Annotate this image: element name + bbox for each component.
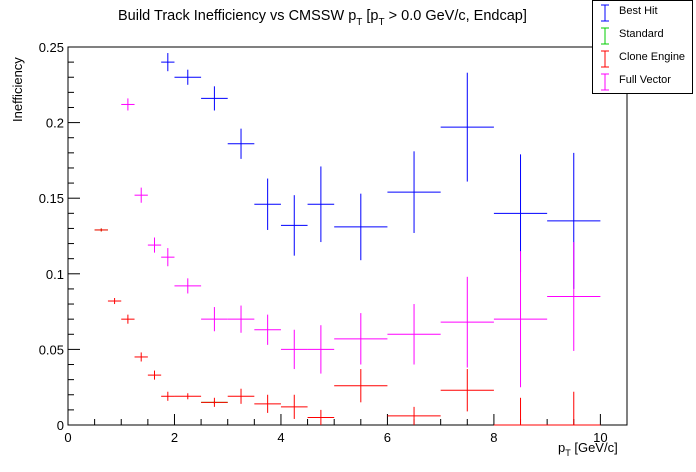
data-point-clone-engine	[107, 297, 122, 305]
title-rest-2: > 0.0 GeV/c, Endcap]	[384, 8, 527, 24]
data-point-full-vector	[280, 329, 308, 370]
legend-label-best-hit: Best Hit	[619, 5, 658, 17]
x-axis-label-rest: [GeV/c]	[570, 440, 618, 455]
data-point-full-vector	[334, 313, 388, 365]
legend-label-standard: Standard	[619, 28, 664, 40]
legend-item-standard: Standard	[593, 25, 692, 47]
data-point-clone-engine	[254, 394, 281, 413]
data-point-full-vector	[147, 237, 162, 253]
data-point-full-vector	[307, 325, 335, 374]
legend-marker-clone-engine	[601, 50, 609, 68]
x-tick-label: 6	[384, 430, 391, 445]
y-tick-label: 0.2	[46, 116, 64, 131]
chart-title: Build Track Inefficiency vs CMSSW pT [pT…	[118, 8, 527, 28]
legend-item-clone-engine: Clone Engine	[593, 48, 692, 70]
data-point-clone-engine	[280, 394, 308, 419]
data-point-best-hit	[201, 86, 228, 111]
data-point-best-hit	[174, 69, 202, 85]
legend-marker-best-hit	[601, 4, 609, 22]
data-point-best-hit	[227, 128, 255, 159]
legend-label-full-vector: Full Vector	[619, 74, 671, 86]
data-point-clone-engine	[387, 406, 441, 425]
x-axis-label-sub: T	[565, 448, 571, 458]
data-point-clone-engine	[440, 369, 494, 412]
data-point-full-vector	[493, 251, 548, 388]
title-rest-1: [p	[362, 8, 379, 24]
data-point-clone-engine	[94, 228, 108, 232]
data-point-best-hit	[280, 195, 308, 256]
data-point-clone-engine	[334, 369, 388, 403]
data-point-best-hit	[334, 193, 388, 261]
x-tick-label: 8	[490, 430, 497, 445]
y-tick-label: 0.1	[46, 267, 64, 282]
x-axis-label-main: p	[558, 440, 566, 455]
data-point-clone-engine	[121, 314, 135, 324]
legend: Best Hit Standard Clone Engine Full Vect…	[592, 0, 693, 94]
y-tick-label: 0.05	[39, 342, 64, 357]
data-point-full-vector	[161, 248, 175, 267]
data-point-best-hit	[254, 178, 281, 230]
data-point-full-vector	[121, 98, 135, 111]
legend-marker-standard	[601, 27, 609, 45]
plot-frame	[67, 46, 628, 426]
y-tick-label: 0.25	[39, 40, 64, 55]
title-sub-2: T	[378, 17, 385, 28]
data-point-clone-engine	[161, 391, 175, 401]
data-point-full-vector	[440, 276, 494, 368]
x-tick-label: 4	[277, 430, 284, 445]
data-point-full-vector	[254, 314, 281, 345]
data-point-clone-engine	[174, 393, 202, 400]
data-point-clone-engine	[493, 397, 548, 426]
title-main: Build Track Inefficiency vs CMSSW p	[118, 8, 357, 24]
y-axis-label: Inefficiency	[10, 57, 25, 122]
x-axis-label: pT [GeV/c]	[558, 440, 618, 458]
data-point-full-vector	[134, 187, 148, 203]
data-point-best-hit	[307, 166, 335, 243]
data-point-best-hit	[387, 151, 441, 233]
data-point-best-hit	[440, 72, 494, 182]
data-point-full-vector	[547, 242, 601, 351]
data-point-clone-engine	[547, 391, 601, 426]
title-sub-1: T	[356, 17, 363, 28]
data-point-full-vector	[201, 307, 228, 332]
x-tick-label: 0	[64, 430, 71, 445]
data-point-full-vector	[227, 305, 255, 333]
legend-item-best-hit: Best Hit	[593, 2, 692, 24]
data-point-clone-engine	[201, 397, 228, 407]
data-point-best-hit	[161, 53, 175, 72]
x-tick-label: 2	[171, 430, 178, 445]
y-tick-label: 0	[57, 418, 64, 433]
legend-label-clone-engine: Clone Engine	[619, 51, 686, 63]
data-point-full-vector	[387, 304, 441, 365]
legend-marker-full-vector	[601, 73, 609, 91]
data-point-clone-engine	[307, 409, 335, 425]
data-point-clone-engine	[227, 388, 255, 404]
legend-item-full-vector: Full Vector	[593, 71, 692, 93]
data-point-clone-engine	[147, 370, 162, 380]
x-tick-label: 10	[593, 430, 607, 445]
y-tick-label: 0.15	[39, 191, 64, 206]
data-point-clone-engine	[134, 352, 148, 362]
data-point-full-vector	[174, 278, 202, 294]
